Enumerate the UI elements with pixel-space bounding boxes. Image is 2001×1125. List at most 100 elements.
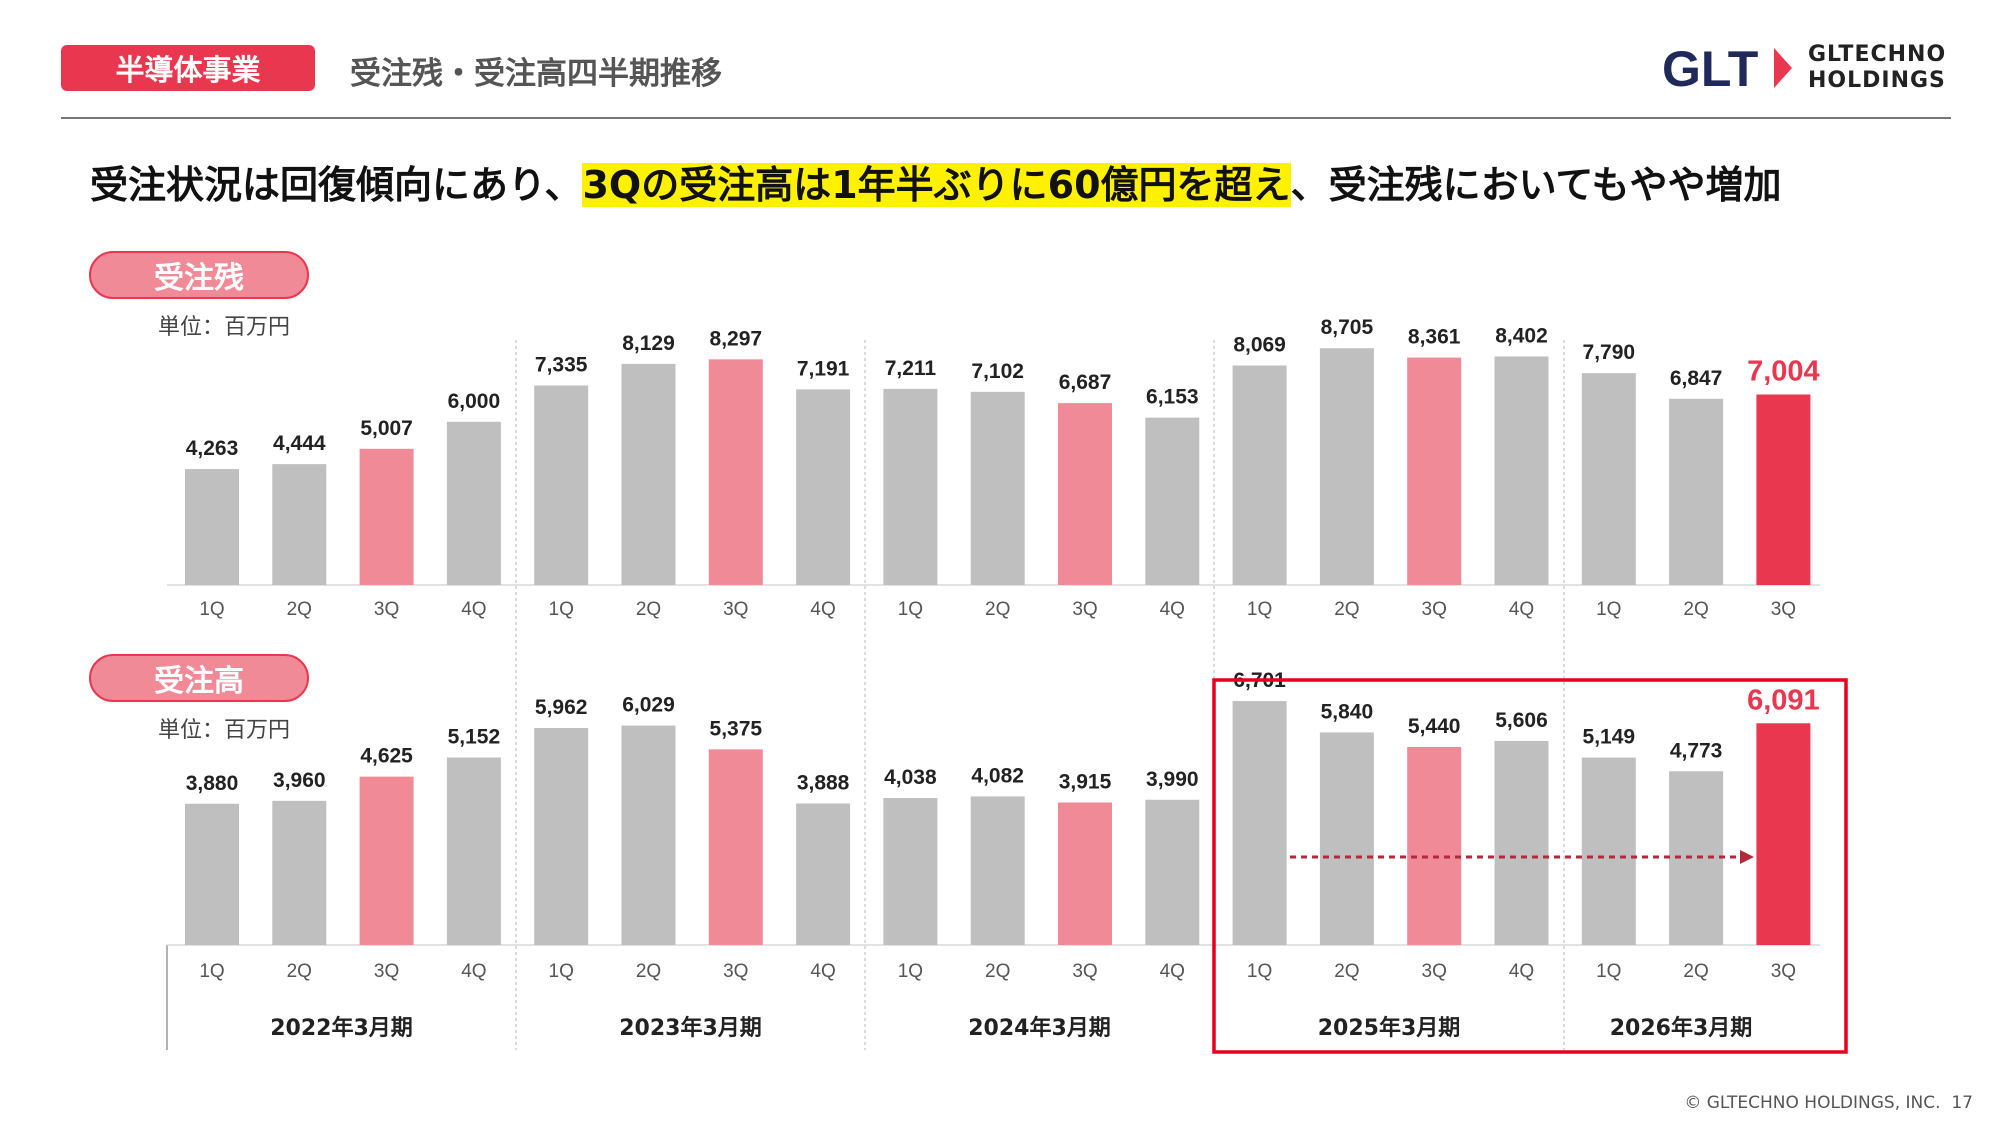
orders-bar bbox=[1145, 799, 1200, 945]
backlog-value-label: 7,102 bbox=[971, 360, 1024, 383]
backlog-quarter-label: 4Q bbox=[1160, 599, 1185, 620]
orders-quarter-label: 1Q bbox=[1596, 961, 1621, 982]
headline-highlight: 3Qの受注高は1年半ぶりに60億円を超え bbox=[582, 163, 1291, 207]
backlog-value-label: 7,004 bbox=[1747, 355, 1820, 387]
backlog-quarter-label: 4Q bbox=[461, 599, 486, 620]
orders-value-label: 5,149 bbox=[1583, 726, 1636, 749]
backlog-bar bbox=[1058, 403, 1112, 585]
orders-bar bbox=[359, 776, 414, 945]
orders-quarter-label: 4Q bbox=[810, 961, 835, 982]
headline: 受注状況は回復傾向にあり、3Qの受注高は1年半ぶりに60億円を超え、受注残におい… bbox=[90, 154, 1782, 209]
orders-quarter-label: 2Q bbox=[1334, 961, 1359, 982]
orders-quarter-label: 1Q bbox=[199, 961, 224, 982]
segment-badge: 半導体事業 bbox=[61, 45, 315, 91]
backlog-value-label: 8,297 bbox=[710, 327, 763, 350]
backlog-value-label: 4,444 bbox=[273, 432, 326, 455]
orders-quarter-label: 3Q bbox=[1771, 961, 1796, 982]
backlog-bar bbox=[796, 389, 851, 585]
orders-bar bbox=[272, 800, 327, 945]
orders-bar bbox=[1581, 757, 1636, 945]
backlog-value-label: 7,191 bbox=[797, 357, 850, 380]
page-title: 受注残・受注高四半期推移 bbox=[350, 56, 722, 92]
backlog-quarter-label: 2Q bbox=[1683, 599, 1708, 620]
backlog-value-label: 8,129 bbox=[622, 332, 675, 355]
backlog-bar bbox=[970, 391, 1025, 585]
backlog-quarter-label: 2Q bbox=[636, 599, 661, 620]
backlog-value-label: 6,153 bbox=[1146, 386, 1199, 409]
orders-value-label: 4,082 bbox=[971, 764, 1024, 787]
highlight-frame bbox=[1212, 678, 1848, 1054]
page-number: 17 bbox=[1951, 1093, 1973, 1113]
trend-arrow-icon bbox=[1740, 850, 1754, 864]
backlog-quarter-label: 1Q bbox=[898, 599, 923, 620]
backlog-value-label: 5,007 bbox=[360, 417, 413, 440]
orders-bar bbox=[796, 803, 851, 945]
backlog-bar bbox=[272, 464, 327, 585]
backlog-value-label: 6,847 bbox=[1670, 367, 1723, 390]
orders-value-label: 5,962 bbox=[535, 696, 588, 719]
orders-bar bbox=[1058, 802, 1112, 945]
backlog-quarter-label: 4Q bbox=[810, 599, 835, 620]
backlog-bar bbox=[883, 388, 938, 585]
logo-text: GLTECHNO HOLDINGS bbox=[1808, 42, 1946, 94]
footer: © GLTECHNO HOLDINGS, INC. 17 bbox=[1684, 1093, 1973, 1113]
orders-quarter-label: 2Q bbox=[1683, 961, 1708, 982]
backlog-chart-title: 受注残 bbox=[89, 251, 309, 299]
backlog-value-label: 7,211 bbox=[885, 357, 937, 380]
orders-bar bbox=[1494, 740, 1549, 945]
fiscal-year-label: 2023年3月期 bbox=[619, 1015, 762, 1041]
orders-quarter-label: 3Q bbox=[1422, 961, 1447, 982]
orders-bar bbox=[1232, 701, 1287, 945]
orders-bar bbox=[1407, 746, 1462, 945]
backlog-quarter-label: 1Q bbox=[199, 599, 224, 620]
backlog-quarter-label: 2Q bbox=[1334, 599, 1359, 620]
backlog-bar bbox=[1407, 357, 1462, 585]
backlog-value-label: 7,790 bbox=[1583, 341, 1636, 364]
logo-line1: GLTECHNO bbox=[1808, 42, 1947, 67]
backlog-value-label: 8,402 bbox=[1495, 324, 1548, 347]
fiscal-year-label: 2025年3月期 bbox=[1318, 1015, 1461, 1041]
backlog-quarter-label: 1Q bbox=[1596, 599, 1621, 620]
orders-quarter-label: 4Q bbox=[461, 961, 486, 982]
company-logo: GLT bbox=[1662, 41, 1792, 96]
orders-quarter-label: 2Q bbox=[636, 961, 661, 982]
orders-value-label: 5,375 bbox=[710, 717, 763, 740]
backlog-bar bbox=[534, 385, 589, 585]
orders-bar bbox=[185, 803, 239, 945]
copyright: © GLTECHNO HOLDINGS, INC. bbox=[1684, 1093, 1941, 1113]
backlog-bar bbox=[1319, 348, 1374, 585]
backlog-value-label: 7,335 bbox=[535, 353, 588, 376]
fiscal-year-label: 2026年3月期 bbox=[1610, 1015, 1753, 1041]
orders-bar bbox=[446, 757, 501, 945]
orders-value-label: 6,091 bbox=[1747, 684, 1820, 716]
orders-quarter-label: 3Q bbox=[1072, 961, 1097, 982]
orders-value-label: 3,915 bbox=[1059, 770, 1112, 793]
backlog-bar bbox=[185, 469, 239, 585]
orders-quarter-label: 3Q bbox=[723, 961, 748, 982]
orders-quarter-label: 4Q bbox=[1509, 961, 1534, 982]
orders-value-label: 3,960 bbox=[273, 769, 326, 792]
backlog-bar bbox=[708, 359, 763, 585]
backlog-quarter-label: 3Q bbox=[1771, 599, 1796, 620]
orders-quarter-label: 1Q bbox=[549, 961, 574, 982]
orders-value-label: 5,440 bbox=[1408, 715, 1461, 738]
orders-value-label: 3,880 bbox=[186, 772, 239, 795]
headline-prefix: 受注状況は回復傾向にあり、 bbox=[90, 163, 583, 207]
orders-quarter-label: 3Q bbox=[374, 961, 399, 982]
orders-bar bbox=[621, 725, 676, 945]
backlog-quarter-label: 1Q bbox=[549, 599, 574, 620]
logo-line2: HOLDINGS bbox=[1808, 68, 1946, 93]
backlog-bar bbox=[359, 448, 414, 585]
orders-value-label: 4,038 bbox=[884, 766, 937, 789]
backlog-bar bbox=[1145, 417, 1200, 585]
orders-value-label: 4,625 bbox=[360, 745, 413, 768]
backlog-value-label: 6,687 bbox=[1059, 371, 1112, 394]
orders-quarter-label: 4Q bbox=[1160, 961, 1185, 982]
backlog-bar bbox=[1669, 398, 1724, 585]
backlog-quarter-label: 3Q bbox=[1072, 599, 1097, 620]
orders-bar bbox=[708, 749, 763, 945]
backlog-value-label: 6,000 bbox=[448, 390, 501, 413]
orders-chart-title: 受注高 bbox=[89, 654, 309, 702]
orders-bar bbox=[534, 727, 589, 945]
backlog-value-label: 8,069 bbox=[1233, 334, 1286, 357]
